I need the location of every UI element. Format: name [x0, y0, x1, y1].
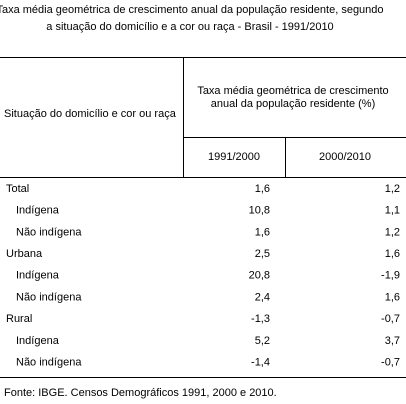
row-label: Não indígena	[16, 291, 82, 303]
cell-value: 5,2	[255, 335, 270, 347]
cell-value: 3,7	[385, 335, 400, 347]
cell-value: -0,7	[381, 357, 400, 369]
cell-value: 1,2	[385, 226, 400, 238]
footer: Fonte: IBGE. Censos Demográficos 1991, 2…	[4, 387, 277, 399]
row-label: Urbana	[6, 248, 43, 260]
title-line: Taxa média geométrica de crescimento anu…	[0, 4, 384, 16]
cell-value: 2,4	[255, 291, 270, 303]
column-group: Taxa média geométrica de crescimento	[197, 85, 388, 97]
column-header: 2000/2010	[319, 151, 371, 163]
row-label: Não indígena	[16, 357, 82, 369]
cell-value: 1,2	[385, 183, 400, 195]
cell-value: -0,7	[381, 313, 400, 325]
row-label: Indígena	[16, 335, 60, 347]
row-header: Situação do domicílio e cor ou raça	[4, 108, 177, 120]
cell-value: 1,1	[385, 205, 400, 217]
cell-value: 2,5	[255, 248, 270, 260]
title-line: a situação do domicílio e a cor ou raça …	[46, 21, 333, 33]
cell-value: 10,8	[249, 205, 270, 217]
cell-value: 1,6	[385, 248, 400, 260]
cell-value: -1,3	[251, 313, 270, 325]
row-label: Rural	[6, 313, 32, 325]
column-header: 1991/2000	[208, 151, 260, 163]
cell-value: -1,9	[381, 270, 400, 282]
row-label: Indígena	[16, 270, 60, 282]
cell-value: 20,8	[249, 270, 270, 282]
cell-value: 1,6	[385, 291, 400, 303]
column-group: anual da população residente (%)	[211, 98, 376, 110]
row-label: Não indígena	[16, 226, 82, 238]
cell-value: -1,4	[251, 357, 270, 369]
cell-value: 1,6	[255, 183, 270, 195]
cell-value: 1,6	[255, 226, 270, 238]
row-label: Indígena	[16, 205, 60, 217]
row-label: Total	[6, 183, 29, 195]
